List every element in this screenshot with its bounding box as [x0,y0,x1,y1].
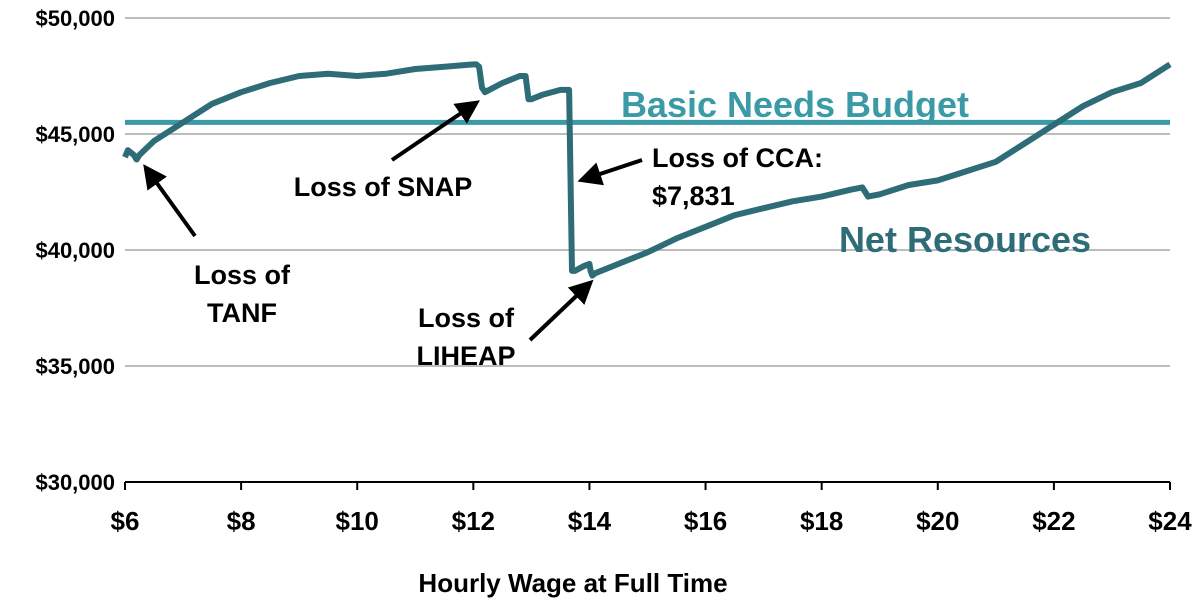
annotation-loss-of-liheap: Loss of LIHEAP [416,279,594,371]
arrow-cca [577,158,643,186]
x-tick-label: $20 [916,506,959,536]
x-tick-label: $24 [1148,506,1192,536]
x-tick-label: $6 [111,506,140,536]
basic-needs-budget-label: Basic Needs Budget [621,84,969,125]
annotation-cca-line2: $7,831 [652,181,735,211]
arrow-snap [390,100,480,162]
arrow-liheap [528,279,594,342]
x-tick-label: $22 [1032,506,1075,536]
arrow-tanf [143,164,197,238]
annotation-loss-of-snap: Loss of SNAP [294,100,480,202]
annotation-cca-line1: Loss of CCA: [652,143,823,173]
x-tick-label: $8 [227,506,256,536]
x-tick-label: $18 [800,506,843,536]
net-resources-label: Net Resources [839,219,1091,260]
annotation-snap-line1: Loss of SNAP [294,172,473,202]
annotation-loss-of-cca: Loss of CCA: $7,831 [577,143,823,211]
y-tick-label: $50,000 [35,6,115,31]
y-tick-label: $45,000 [35,122,115,147]
annotation-liheap-line2: LIHEAP [416,341,515,371]
net-resources-line [122,61,1172,279]
x-axis-title: Hourly Wage at Full Time [418,568,727,598]
annotation-liheap-line1: Loss of [418,303,515,333]
x-tick-label: $14 [568,506,612,536]
y-tick-label: $40,000 [35,238,115,263]
annotation-tanf-line2: TANF [207,298,277,328]
grid-lines [125,17,1170,367]
annotation-tanf-line1: Loss of [194,260,291,290]
x-tick-label: $16 [684,506,727,536]
y-tick-label: $30,000 [35,470,115,495]
x-tick-label: $12 [452,506,495,536]
y-axis-ticks: $30,000 $35,000 $40,000 $45,000 $50,000 [35,6,115,495]
x-tick-label: $10 [336,506,379,536]
x-axis-ticks: $6 $8 $10 $12 $14 $16 $18 $20 $22 $24 [111,482,1192,536]
y-tick-label: $35,000 [35,354,115,379]
annotation-loss-of-tanf: Loss of TANF [143,164,291,328]
